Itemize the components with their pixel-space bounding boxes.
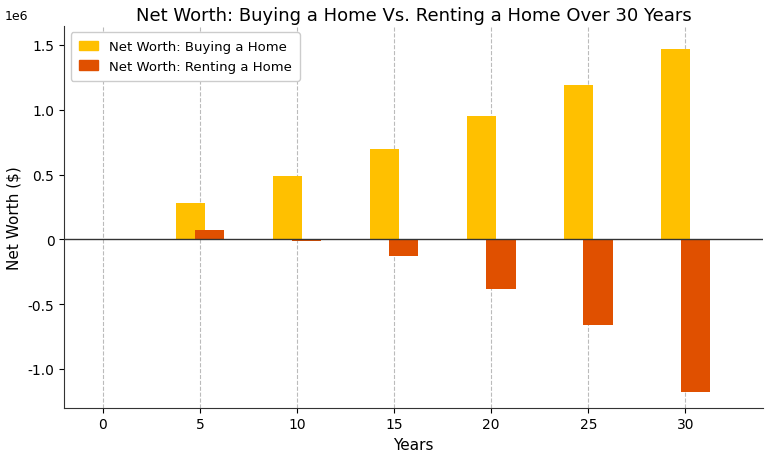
Title: Net Worth: Buying a Home Vs. Renting a Home Over 30 Years: Net Worth: Buying a Home Vs. Renting a H… <box>136 7 691 25</box>
Bar <box>564 86 593 240</box>
Y-axis label: Net Worth ($): Net Worth ($) <box>7 165 22 269</box>
Bar <box>584 240 613 325</box>
Bar <box>681 240 710 392</box>
Legend: Net Worth: Buying a Home, Net Worth: Renting a Home: Net Worth: Buying a Home, Net Worth: Ren… <box>71 33 300 81</box>
Bar <box>370 149 399 240</box>
Bar <box>467 117 496 240</box>
Text: 1e6: 1e6 <box>5 10 28 22</box>
Bar <box>273 176 302 240</box>
Bar <box>195 231 224 240</box>
Bar <box>487 240 515 289</box>
Bar <box>176 204 205 240</box>
Bar <box>390 240 418 257</box>
Bar <box>661 50 690 240</box>
Bar <box>293 240 321 241</box>
X-axis label: Years: Years <box>393 437 434 452</box>
